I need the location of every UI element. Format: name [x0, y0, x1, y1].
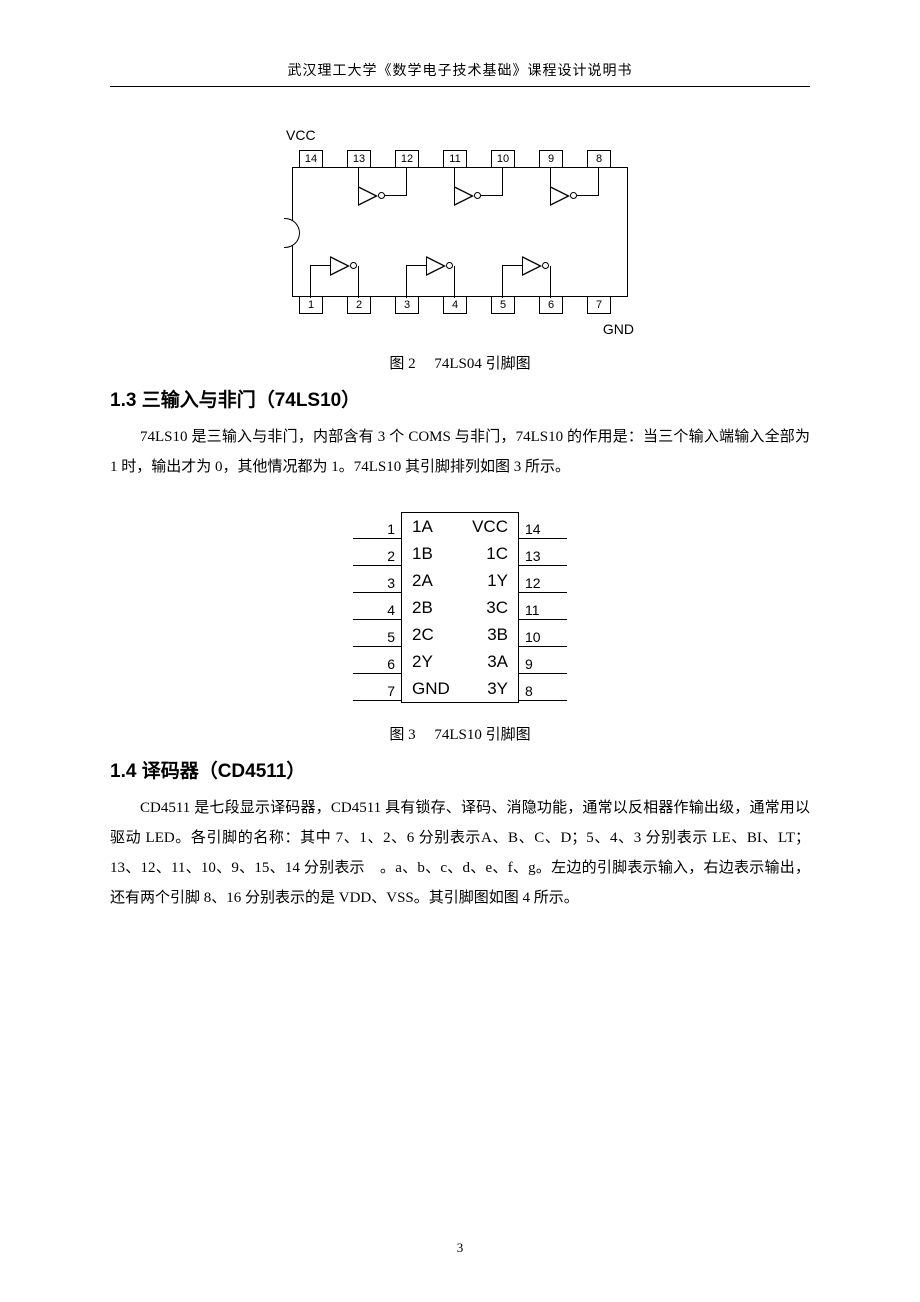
wire [454, 266, 455, 298]
inverter-bubble [446, 262, 453, 269]
inverter-icon [522, 256, 542, 276]
pin-14: 14 [299, 150, 323, 168]
pin-label: 2Y [402, 652, 460, 672]
gnd-label: GND [603, 321, 634, 337]
inverter-bubble [570, 192, 577, 199]
wire [406, 266, 407, 298]
page-header: 武汉理工大学《数学电子技术基础》课程设计说明书 [110, 60, 810, 80]
pin-12: 12 [395, 150, 419, 168]
pin-9: 9 [539, 150, 563, 168]
section-1-4-heading: 1.4 译码器（CD4511） [110, 756, 810, 783]
wire [502, 266, 503, 298]
inverter-icon [330, 256, 350, 276]
inverter-bubble [378, 192, 385, 199]
wire [406, 168, 407, 196]
pin-num: 3 [353, 566, 401, 593]
wire [406, 265, 426, 266]
pin-13: 13 [347, 150, 371, 168]
pin-11: 11 [443, 150, 467, 168]
pin-num: 10 [519, 620, 567, 647]
wire [550, 266, 551, 298]
pin-label: VCC [460, 517, 518, 537]
pin-1: 1 [299, 296, 323, 314]
wire [577, 195, 598, 196]
pin-num: 14 [519, 512, 567, 539]
vcc-label: VCC [286, 127, 316, 143]
inverter-icon [358, 186, 378, 206]
fig3-right-pin-numbers: 14 13 12 11 10 9 8 [519, 512, 567, 703]
pin-label: 3B [460, 625, 518, 645]
pin-num: 9 [519, 647, 567, 674]
pin-5: 5 [491, 296, 515, 314]
inverter-bubble [542, 262, 549, 269]
pin-label: 2A [402, 571, 460, 591]
pin-num: 4 [353, 593, 401, 620]
chip-notch [284, 218, 300, 248]
pin-4: 4 [443, 296, 467, 314]
figure-2-wrap: VCC GND 14 13 12 11 10 9 8 1 2 3 4 5 6 7 [110, 127, 810, 342]
wire [502, 168, 503, 196]
page-number: 3 [0, 1240, 920, 1256]
pin-10: 10 [491, 150, 515, 168]
pin-num: 6 [353, 647, 401, 674]
pin-2: 2 [347, 296, 371, 314]
wire [385, 195, 406, 196]
pin-num: 5 [353, 620, 401, 647]
pin-8: 8 [587, 150, 611, 168]
figure-3-caption: 图 3 74LS10 引脚图 [110, 723, 810, 744]
figure-3-pin-diagram: 1 2 3 4 5 6 7 1AVCC 1B1C 2A1Y 2B3C 2C3B … [353, 512, 567, 703]
document-page: 武汉理工大学《数学电子技术基础》课程设计说明书 VCC GND 14 13 12… [0, 0, 920, 1302]
chip-body: 14 13 12 11 10 9 8 1 2 3 4 5 6 7 [292, 167, 628, 297]
pin-label: 3A [460, 652, 518, 672]
pin-num: 1 [353, 512, 401, 539]
figure-2-caption: 图 2 74LS04 引脚图 [110, 352, 810, 373]
section-1-3-heading: 1.3 三输入与非门（74LS10） [110, 385, 810, 412]
pin-6: 6 [539, 296, 563, 314]
pin-3: 3 [395, 296, 419, 314]
inverter-bubble [350, 262, 357, 269]
pin-label: 1Y [460, 571, 518, 591]
pin-label: GND [402, 679, 460, 699]
pin-label: 2C [402, 625, 460, 645]
inverter-icon [454, 186, 474, 206]
section-1-3-body: 74LS10 是三输入与非门，内部含有 3 个 COMS 与非门，74LS10 … [110, 422, 810, 482]
wire [358, 266, 359, 298]
pin-label: 1C [460, 544, 518, 564]
pin-num: 13 [519, 539, 567, 566]
inverter-icon [550, 186, 570, 206]
pin-7: 7 [587, 296, 611, 314]
figure-2-chip-diagram: VCC GND 14 13 12 11 10 9 8 1 2 3 4 5 6 7 [280, 127, 640, 337]
pin-label: 1B [402, 544, 460, 564]
section-1-4-body: CD4511 是七段显示译码器，CD4511 具有锁存、译码、消隐功能，通常以反… [110, 793, 810, 913]
pin-label: 1A [402, 517, 460, 537]
wire [310, 266, 311, 298]
pin-num: 7 [353, 674, 401, 701]
wire [502, 265, 522, 266]
wire [598, 168, 599, 196]
pin-num: 8 [519, 674, 567, 701]
pin-label: 2B [402, 598, 460, 618]
pin-label: 3Y [460, 679, 518, 699]
fig3-left-pin-numbers: 1 2 3 4 5 6 7 [353, 512, 401, 703]
wire [310, 265, 330, 266]
header-rule [110, 86, 810, 87]
pin-num: 11 [519, 593, 567, 620]
pin-label: 3C [460, 598, 518, 618]
fig3-chip-box: 1AVCC 1B1C 2A1Y 2B3C 2C3B 2Y3A GND3Y [401, 512, 519, 703]
figure-3-wrap: 1 2 3 4 5 6 7 1AVCC 1B1C 2A1Y 2B3C 2C3B … [110, 492, 810, 713]
pin-num: 12 [519, 566, 567, 593]
inverter-bubble [474, 192, 481, 199]
wire [481, 195, 502, 196]
inverter-icon [426, 256, 446, 276]
pin-num: 2 [353, 539, 401, 566]
